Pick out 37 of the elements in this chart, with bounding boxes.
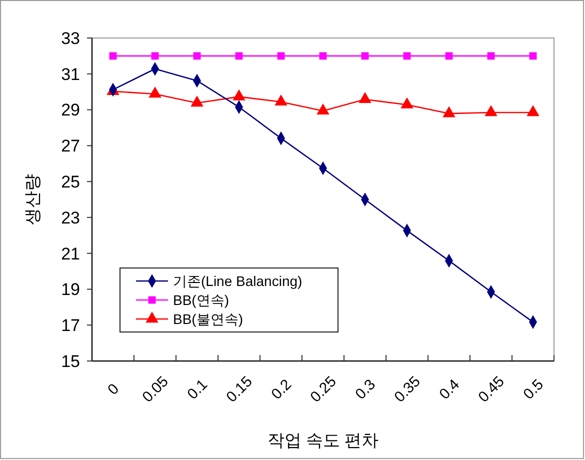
legend-label: BB(연속): [173, 292, 229, 308]
x-tick-label: 0.3: [352, 376, 379, 403]
x-tick-label: 0.5: [520, 376, 547, 403]
point: [529, 52, 537, 60]
point: [319, 52, 327, 60]
point: [487, 52, 495, 60]
point: [193, 52, 201, 60]
y-tick-label: 17: [61, 316, 80, 336]
x-axis-title: 작업 속도 편차: [267, 431, 379, 450]
point: [361, 52, 369, 60]
x-tick-label: 0.45: [475, 373, 508, 406]
point: [235, 52, 243, 60]
x-tick-label: 0.35: [391, 373, 424, 406]
x-tick-label: 0: [104, 380, 122, 398]
y-tick-label: 23: [61, 208, 80, 228]
x-tick-label: 0.15: [223, 373, 256, 406]
y-tick-label: 19: [61, 280, 80, 300]
point: [151, 52, 159, 60]
x-tick-label: 0.4: [436, 376, 463, 403]
y-tick-label: 31: [61, 64, 80, 84]
y-tick-label: 15: [61, 352, 80, 371]
x-tick-label: 0.05: [139, 373, 172, 406]
y-tick-label: 25: [61, 172, 80, 192]
y-tick-label: 29: [61, 100, 80, 120]
x-tick-label: 0.1: [184, 376, 211, 403]
x-tick-label: 0.25: [307, 373, 340, 406]
y-axis-title: 생산량: [23, 174, 42, 225]
x-tick-label: 0.2: [268, 376, 295, 403]
point: [403, 52, 411, 60]
y-tick-label: 27: [61, 136, 80, 156]
point: [109, 52, 117, 60]
legend-label: BB(불연속): [173, 310, 243, 327]
point: [277, 52, 285, 60]
legend-label: 기존(Line Balancing): [173, 272, 302, 289]
point: [445, 52, 453, 60]
y-tick-label: 21: [61, 244, 80, 264]
y-tick-label: 33: [61, 28, 80, 48]
